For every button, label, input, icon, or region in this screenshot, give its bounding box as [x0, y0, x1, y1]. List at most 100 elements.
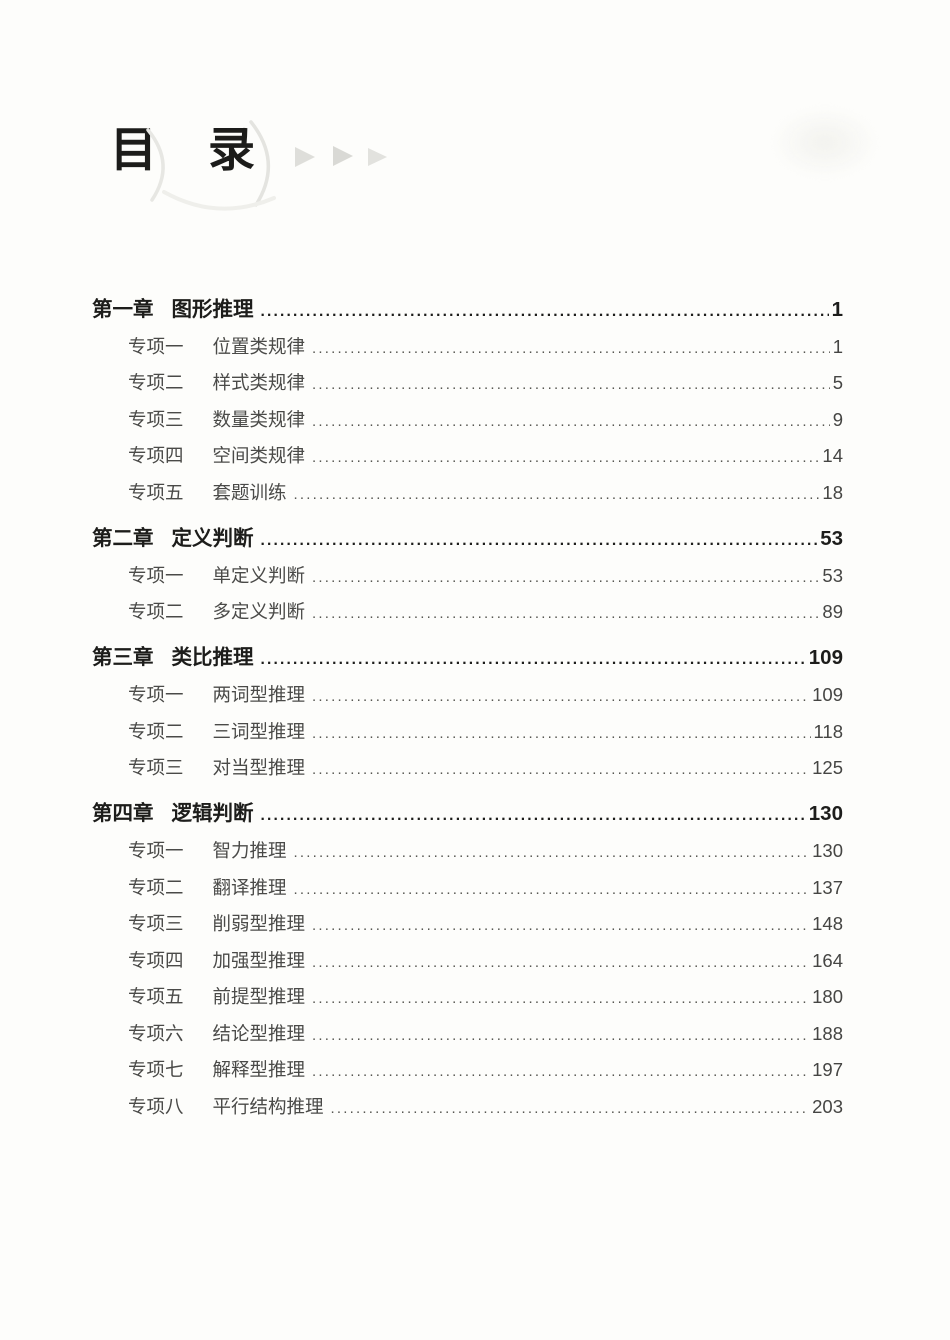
dot-leader: ........................................…: [312, 1063, 809, 1080]
toc-list: 第一章 图形推理 ...............................…: [92, 286, 843, 1129]
page-showthrough-smudge: [755, 95, 895, 190]
toc-entry-title: 定义判断: [171, 526, 254, 550]
toc-entry-page: 197: [812, 1059, 843, 1080]
toc-entry-title: 多定义判断: [212, 601, 306, 622]
toc-entry-number: 专项五: [128, 986, 184, 1007]
toc-entry-page: 180: [812, 986, 843, 1007]
toc-entry-number: 第一章: [92, 297, 154, 321]
toc-entry-number: 专项七: [128, 1059, 184, 1080]
toc-entry-number: 专项二: [128, 601, 184, 622]
toc-entry-page: 137: [812, 876, 843, 898]
dot-leader: ........................................…: [312, 917, 809, 934]
dot-leader: ........................................…: [312, 568, 820, 586]
toc-row: 专项二 样式类规律 ..............................…: [92, 369, 843, 406]
toc-row: 专项二 翻译推理 ...............................…: [92, 874, 843, 911]
toc-entry-title: 翻译推理: [212, 876, 287, 898]
toc-row: 专项三 数量类规律 ..............................…: [92, 406, 843, 443]
toc-entry-page: 53: [822, 564, 843, 586]
toc-entry-page: 109: [808, 646, 843, 669]
toc-entry-title: 数量类规律: [212, 408, 306, 430]
toc-entry-number: 专项六: [128, 1022, 184, 1044]
toc-entry-page: 203: [812, 1095, 843, 1117]
toc-entry-page: 164: [812, 949, 843, 971]
toc-entry-page: 1: [831, 297, 843, 321]
toc-row: 第四章 逻辑判断 ...............................…: [92, 796, 843, 833]
toc-entry-title: 智力推理: [212, 840, 287, 861]
dot-leader: ........................................…: [312, 1026, 809, 1044]
toc-entry-number: 专项一: [128, 684, 184, 705]
toc-entry-page: 118: [813, 720, 844, 742]
dot-leader: ........................................…: [260, 531, 818, 549]
toc-entry-title: 单定义判断: [212, 564, 306, 586]
toc-entry-title: 位置类规律: [212, 335, 306, 357]
toc-row: 专项七 解释型推理 ..............................…: [92, 1056, 843, 1093]
toc-entry-number: 专项三: [128, 757, 184, 778]
toc-row: 第一章 图形推理 ...............................…: [92, 292, 843, 329]
toc-entry-page: 14: [822, 445, 843, 466]
toc-entry-title: 图形推理: [171, 297, 254, 321]
toc-row: 专项三 削弱型推理 ..............................…: [92, 910, 843, 947]
dot-leader: ........................................…: [293, 844, 810, 861]
toc-entry-page: 188: [812, 1022, 843, 1044]
dot-leader: ........................................…: [312, 953, 809, 971]
toc-entry-number: 专项二: [128, 876, 184, 898]
toc-entry-number: 第四章: [92, 802, 154, 825]
toc-row: 第二章 定义判断 ...............................…: [92, 521, 843, 558]
dot-leader: ........................................…: [260, 807, 806, 824]
toc-row: 专项三 对当型推理 ..............................…: [92, 754, 843, 791]
toc-entry-title: 类比推理: [171, 646, 254, 669]
toc-entry-page: 5: [832, 372, 843, 393]
toc-entry-number: 专项一: [128, 840, 184, 861]
toc-entry-page: 130: [812, 840, 843, 861]
toc-entry-title: 空间类规律: [212, 445, 306, 466]
toc-entry-page: 109: [812, 684, 843, 705]
toc-entry-page: 18: [822, 481, 843, 503]
toc-row: 专项四 加强型推理 ..............................…: [92, 947, 843, 984]
toc-entry-page: 89: [822, 601, 843, 622]
toc-row: 专项四 空间类规律 ..............................…: [92, 442, 843, 479]
dot-leader: ........................................…: [312, 412, 830, 430]
toc-entry-number: 专项一: [128, 335, 184, 357]
toc-row: 专项一 单定义判断 ..............................…: [92, 562, 843, 599]
toc-entry-title: 前提型推理: [212, 986, 306, 1007]
dot-leader: ........................................…: [312, 339, 830, 357]
toc-entry-title: 两词型推理: [212, 684, 306, 705]
toc-entry-title: 三词型推理: [212, 720, 306, 742]
dot-leader: ........................................…: [330, 1099, 810, 1117]
toc-entry-number: 专项二: [128, 372, 184, 393]
toc-entry-title: 结论型推理: [212, 1022, 306, 1044]
toc-row: 专项八 平行结构推理 .............................…: [92, 1093, 843, 1130]
toc-row: 专项二 三词型推理 ..............................…: [92, 718, 843, 755]
toc-entry-title: 套题训练: [212, 481, 287, 503]
dot-leader: ........................................…: [312, 376, 830, 393]
toc-entry-number: 专项八: [128, 1095, 184, 1117]
toc-entry-title: 加强型推理: [212, 949, 306, 971]
dot-leader: ........................................…: [293, 880, 810, 898]
toc-row: 专项一 两词型推理 ..............................…: [92, 681, 843, 718]
toc-row: 专项二 多定义判断 ..............................…: [92, 598, 843, 635]
toc-entry-title: 削弱型推理: [212, 913, 306, 934]
dot-leader: ........................................…: [312, 724, 810, 742]
dot-leader: ........................................…: [260, 302, 829, 320]
toc-entry-page: 130: [808, 802, 843, 825]
dot-leader: ........................................…: [312, 449, 820, 466]
toc-row: 专项六 结论型推理 ..............................…: [92, 1020, 843, 1057]
toc-entry-title: 解释型推理: [212, 1059, 306, 1080]
toc-row: 专项一 位置类规律 ..............................…: [92, 333, 843, 370]
toc-entry-number: 专项四: [128, 949, 184, 971]
toc-entry-number: 专项三: [128, 408, 184, 430]
toc-entry-page: 1: [832, 335, 843, 357]
toc-entry-page: 53: [820, 526, 843, 550]
arrow-decoration-icon: [146, 120, 387, 211]
toc-entry-number: 专项二: [128, 720, 184, 742]
toc-row: 专项五 套题训练 ...............................…: [92, 479, 843, 516]
toc-entry-number: 专项四: [128, 445, 184, 466]
dot-leader: ........................................…: [260, 651, 806, 668]
toc-entry-page: 148: [812, 913, 843, 934]
toc-entry-number: 专项五: [128, 481, 184, 503]
toc-entry-number: 专项一: [128, 564, 184, 586]
toc-entry-title: 逻辑判断: [171, 802, 254, 825]
toc-entry-number: 第三章: [92, 646, 154, 669]
toc-row: 第三章 类比推理 ...............................…: [92, 640, 843, 677]
